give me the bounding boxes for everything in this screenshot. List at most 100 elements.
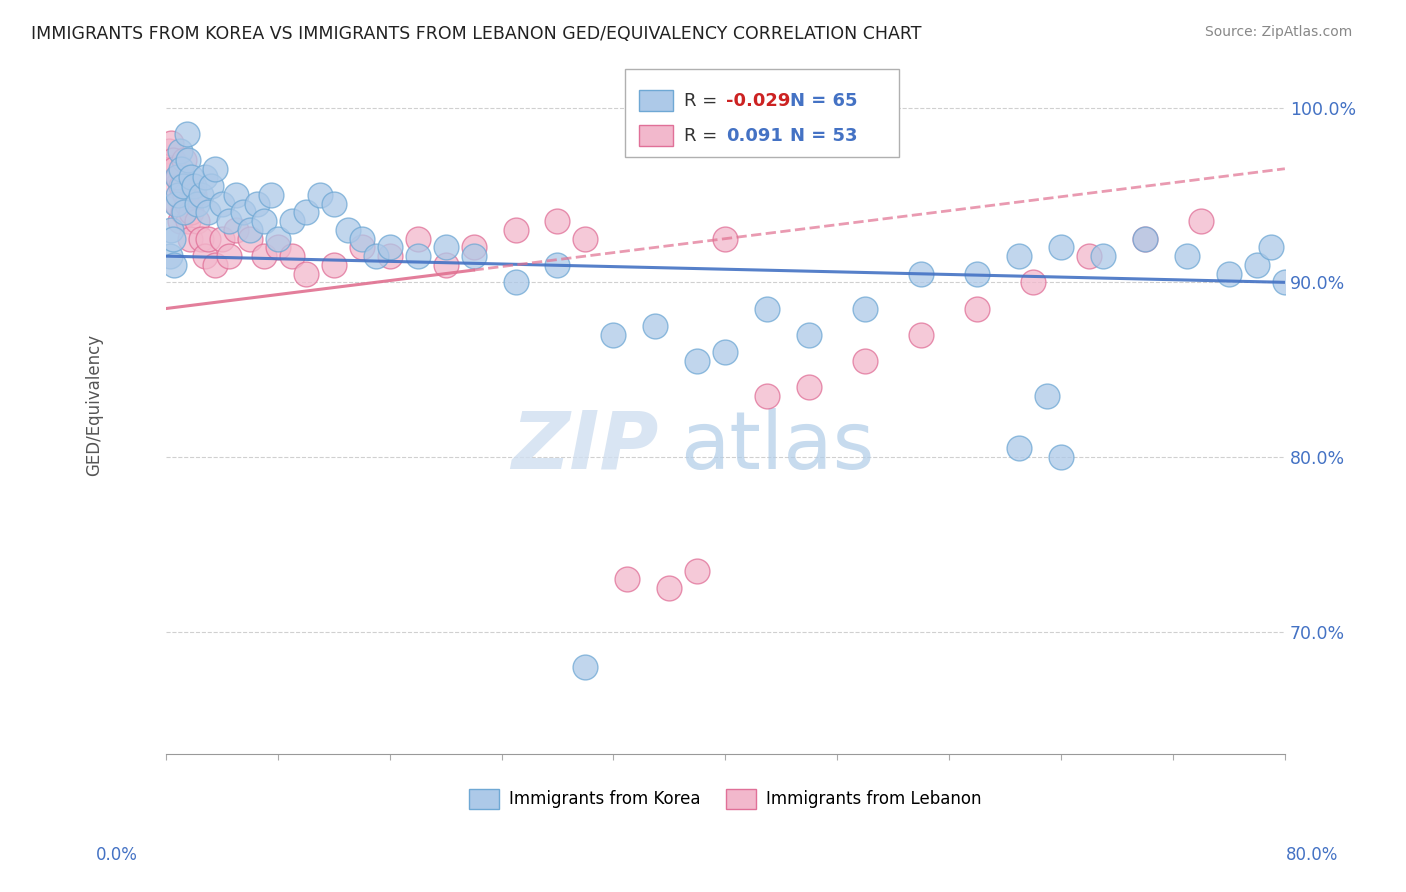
Legend: Immigrants from Korea, Immigrants from Lebanon: Immigrants from Korea, Immigrants from L…	[463, 782, 988, 816]
Point	[434, 258, 457, 272]
Point	[157, 145, 180, 159]
Point	[322, 258, 344, 272]
Point	[253, 249, 276, 263]
Point	[853, 301, 876, 316]
Point	[159, 249, 181, 263]
Point	[406, 249, 429, 263]
Point	[260, 188, 283, 202]
Point	[194, 170, 217, 185]
Point	[280, 249, 302, 263]
Text: ZIP: ZIP	[510, 408, 658, 485]
Point	[166, 170, 188, 185]
Point	[853, 354, 876, 368]
Point	[364, 249, 387, 263]
Point	[204, 161, 226, 176]
Point	[1008, 249, 1031, 263]
Point	[1133, 232, 1156, 246]
Point	[267, 232, 290, 246]
Point	[179, 232, 201, 246]
Point	[505, 276, 527, 290]
Point	[1050, 240, 1073, 254]
Point	[1274, 276, 1296, 290]
Point	[173, 205, 195, 219]
Point	[170, 179, 193, 194]
Point	[1050, 450, 1073, 464]
Text: -0.029: -0.029	[727, 92, 790, 110]
Point	[686, 564, 709, 578]
Point	[910, 327, 932, 342]
Point	[350, 240, 373, 254]
Point	[162, 232, 184, 246]
Point	[308, 188, 330, 202]
Point	[246, 196, 269, 211]
FancyBboxPatch shape	[624, 69, 898, 156]
Point	[644, 319, 666, 334]
Point	[546, 258, 568, 272]
Point	[160, 136, 183, 150]
Point	[910, 267, 932, 281]
Point	[505, 223, 527, 237]
Point	[239, 232, 262, 246]
Point	[1008, 442, 1031, 456]
Point	[159, 161, 181, 176]
Point	[280, 214, 302, 228]
Point	[165, 179, 187, 194]
Point	[166, 196, 188, 211]
Point	[172, 205, 194, 219]
Point	[162, 153, 184, 167]
Point	[1022, 276, 1045, 290]
Point	[190, 232, 212, 246]
Point	[165, 196, 187, 211]
Point	[204, 258, 226, 272]
Text: N = 65: N = 65	[790, 92, 858, 110]
Point	[756, 301, 779, 316]
Point	[170, 161, 193, 176]
Bar	[640, 125, 672, 146]
Point	[434, 240, 457, 254]
Point	[799, 380, 821, 394]
Bar	[640, 90, 672, 112]
Point	[350, 232, 373, 246]
Text: 0.0%: 0.0%	[96, 846, 138, 863]
Point	[1092, 249, 1115, 263]
Point	[602, 327, 624, 342]
Point	[1133, 232, 1156, 246]
Point	[176, 127, 198, 141]
Point	[180, 205, 202, 219]
Point	[232, 205, 254, 219]
Point	[322, 196, 344, 211]
Point	[186, 214, 208, 228]
Point	[966, 267, 988, 281]
Point	[163, 161, 186, 176]
Point	[177, 214, 200, 228]
Text: IMMIGRANTS FROM KOREA VS IMMIGRANTS FROM LEBANON GED/EQUIVALENCY CORRELATION CHA: IMMIGRANTS FROM KOREA VS IMMIGRANTS FROM…	[31, 25, 921, 43]
Point	[714, 232, 737, 246]
Point	[1260, 240, 1282, 254]
Point	[253, 214, 276, 228]
Point	[463, 249, 485, 263]
Point	[756, 389, 779, 403]
Point	[225, 223, 247, 237]
Point	[167, 170, 190, 185]
Point	[378, 240, 401, 254]
Point	[169, 145, 191, 159]
Point	[406, 232, 429, 246]
Text: Source: ZipAtlas.com: Source: ZipAtlas.com	[1205, 25, 1353, 39]
Text: 0.091: 0.091	[727, 127, 783, 145]
Point	[218, 214, 240, 228]
Point	[218, 249, 240, 263]
Point	[616, 573, 638, 587]
Point	[169, 214, 191, 228]
Point	[574, 232, 596, 246]
Point	[1189, 214, 1212, 228]
Point	[336, 223, 359, 237]
Point	[1246, 258, 1268, 272]
Point	[1218, 267, 1240, 281]
Point	[658, 581, 681, 595]
Point	[1036, 389, 1059, 403]
Text: R =: R =	[683, 127, 723, 145]
Point	[378, 249, 401, 263]
Point	[799, 327, 821, 342]
Point	[177, 153, 200, 167]
Point	[176, 196, 198, 211]
